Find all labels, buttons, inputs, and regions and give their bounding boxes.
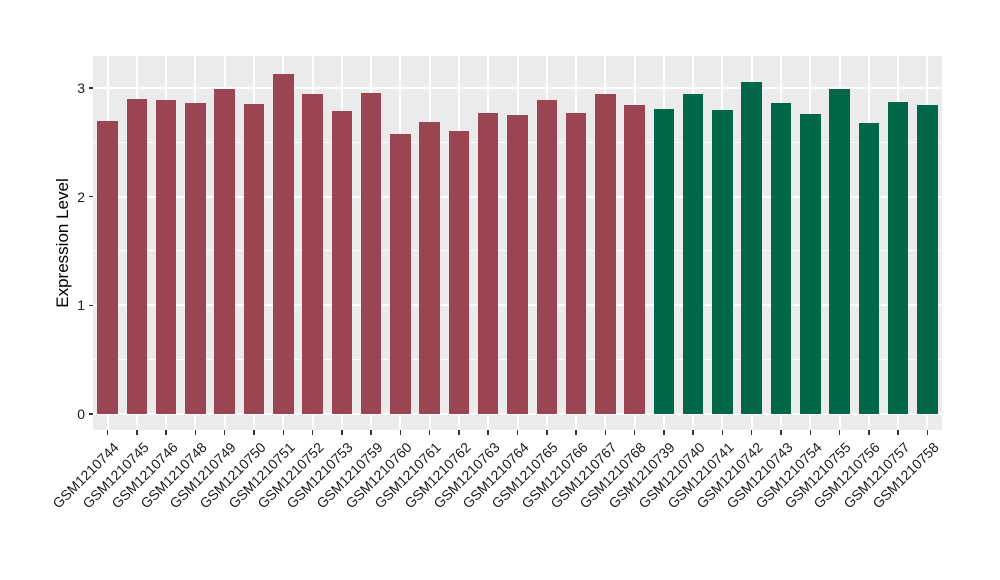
bar-GSM1210755 bbox=[829, 88, 850, 414]
bar-GSM1210765 bbox=[536, 99, 558, 414]
bar-GSM1210742 bbox=[741, 82, 762, 414]
bar-GSM1210761 bbox=[419, 121, 440, 414]
x-tick-mark bbox=[253, 430, 255, 435]
y-tick-mark bbox=[88, 304, 93, 307]
x-tick-mark bbox=[194, 430, 197, 435]
bar-GSM1210764 bbox=[507, 115, 528, 414]
bar-GSM1210750 bbox=[243, 104, 265, 414]
x-tick-mark bbox=[370, 430, 372, 435]
y-tick-label: 1 bbox=[77, 297, 85, 314]
x-tick-mark bbox=[282, 430, 285, 435]
bar-GSM1210753 bbox=[331, 110, 353, 414]
x-tick-mark bbox=[546, 430, 548, 435]
bar-GSM1210760 bbox=[390, 133, 411, 414]
bar-GSM1210767 bbox=[595, 94, 616, 414]
x-tick-mark bbox=[399, 430, 402, 435]
bar-GSM1210766 bbox=[565, 112, 587, 414]
bar-GSM1210762 bbox=[448, 131, 470, 414]
y-tick-label: 0 bbox=[77, 406, 85, 422]
x-tick-mark bbox=[838, 430, 841, 435]
y-tick-mark bbox=[88, 413, 93, 415]
bar-GSM1210749 bbox=[214, 88, 235, 414]
x-tick-mark bbox=[487, 430, 489, 435]
bar-GSM1210752 bbox=[302, 94, 323, 414]
x-tick-mark bbox=[311, 430, 314, 435]
bar-GSM1210741 bbox=[712, 109, 733, 414]
x-tick-mark bbox=[721, 430, 724, 435]
x-tick-mark bbox=[106, 430, 109, 435]
bar-GSM1210757 bbox=[887, 102, 909, 414]
bar-GSM1210739 bbox=[653, 108, 675, 414]
x-tick-mark bbox=[341, 430, 343, 435]
x-tick-mark bbox=[604, 430, 607, 435]
x-tick-mark bbox=[663, 430, 665, 435]
x-tick-mark bbox=[458, 430, 460, 435]
x-tick-mark bbox=[809, 430, 811, 435]
y-tick-mark bbox=[88, 195, 93, 198]
bar-GSM1210746 bbox=[155, 99, 177, 414]
x-tick-mark bbox=[633, 430, 636, 435]
y-tick-mark bbox=[88, 87, 93, 89]
bar-GSM1210751 bbox=[273, 73, 294, 414]
y-tick-label: 2 bbox=[77, 188, 85, 205]
x-tick-mark bbox=[868, 430, 870, 435]
x-tick-mark bbox=[780, 430, 782, 435]
x-tick-mark bbox=[136, 430, 138, 435]
x-tick-mark bbox=[897, 430, 899, 435]
bar-GSM1210768 bbox=[624, 105, 645, 414]
bar-GSM1210758 bbox=[917, 105, 938, 414]
x-tick-mark bbox=[516, 430, 519, 435]
bar-GSM1210745 bbox=[126, 98, 148, 414]
bar-GSM1210740 bbox=[682, 94, 704, 414]
bar-GSM1210744 bbox=[97, 120, 118, 414]
y-tick-label: 3 bbox=[77, 79, 85, 96]
bar-GSM1210763 bbox=[477, 112, 499, 414]
x-tick-mark bbox=[926, 430, 929, 435]
plot-panel bbox=[93, 56, 942, 430]
x-tick-mark bbox=[165, 430, 167, 435]
bar-GSM1210754 bbox=[800, 113, 821, 414]
x-tick-mark bbox=[428, 430, 431, 435]
x-tick-mark bbox=[692, 430, 694, 435]
bar-GSM1210756 bbox=[858, 122, 880, 414]
x-tick-mark bbox=[223, 430, 226, 435]
x-tick-mark bbox=[750, 430, 753, 435]
x-tick-mark bbox=[575, 430, 577, 435]
bar-GSM1210748 bbox=[185, 103, 206, 414]
bar-GSM1210743 bbox=[770, 103, 792, 414]
bar-GSM1210759 bbox=[360, 93, 382, 414]
